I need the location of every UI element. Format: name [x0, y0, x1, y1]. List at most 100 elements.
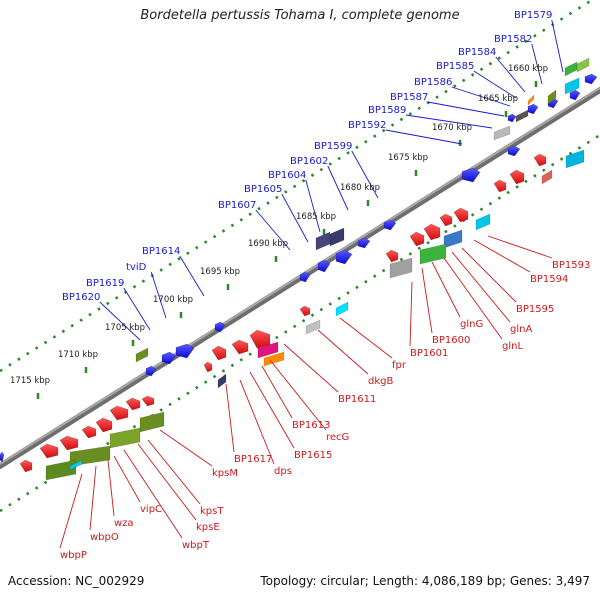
- reverse-gene-label: wbpO: [90, 532, 119, 543]
- forward-gene-label: BP1585: [436, 61, 474, 72]
- reverse-gene-arrow: [533, 153, 547, 167]
- reverse-leader-line: [461, 247, 517, 303]
- reverse-leader-line: [283, 343, 339, 393]
- reverse-leader-line: [269, 359, 327, 431]
- forward-gene-arrow: [214, 321, 226, 333]
- kbp-tick-label: 1680 kbp: [340, 183, 380, 193]
- forward-gene-arrow: [175, 343, 195, 359]
- reverse-gene-label: glnL: [502, 341, 523, 352]
- reverse-gene-arrow: [109, 405, 129, 421]
- forward-feature-box: [493, 125, 511, 141]
- forward-gene-label: BP1602: [290, 156, 328, 167]
- forward-leader-line: [385, 129, 463, 145]
- forward-gene-label: BP1587: [390, 92, 428, 103]
- reverse-gene-label: kpsM: [212, 468, 238, 479]
- forward-leader-line: [451, 86, 511, 107]
- forward-gene-arrow: [299, 271, 311, 283]
- forward-gene-label: BP1586: [414, 77, 452, 88]
- reverse-leader-line: [421, 267, 433, 334]
- reverse-gene-label: wbpP: [60, 550, 87, 561]
- forward-gene-arrow: [317, 259, 331, 273]
- forward-gene-arrow: [383, 219, 397, 231]
- kbp-tick-label: 1710 kbp: [58, 350, 98, 360]
- reverse-gene-label: BP1593: [552, 260, 590, 271]
- reverse-leader-line: [473, 239, 531, 273]
- genome-summary-text: Topology: circular; Length: 4,086,189 bp…: [260, 574, 590, 588]
- forward-gene-arrow: [161, 351, 177, 365]
- reverse-gene-arrow: [231, 339, 249, 355]
- reverse-gene-arrow: [493, 179, 507, 193]
- reverse-gene-arrow: [453, 207, 469, 223]
- reverse-leader-line: [451, 251, 511, 323]
- forward-gene-arrow: [0, 451, 5, 463]
- reverse-gene-label: BP1615: [294, 450, 332, 461]
- forward-feature-box: [135, 347, 149, 363]
- kbp-tick-label: 1700 kbp: [153, 295, 193, 305]
- kbp-tick-label: 1715 kbp: [10, 376, 50, 386]
- forward-feature-box: [515, 109, 529, 123]
- forward-gene-label: BP1619: [86, 278, 124, 289]
- reverse-feature-box: [419, 243, 447, 265]
- forward-gene-label: BP1589: [368, 105, 406, 116]
- reverse-leader-line: [487, 235, 553, 259]
- reverse-gene-label: fpr: [392, 360, 407, 371]
- reverse-feature-box: [69, 459, 83, 471]
- outer-ruler: [0, 0, 595, 373]
- reverse-gene-label: BP1601: [410, 348, 448, 359]
- forward-feature-box: [329, 227, 345, 247]
- reverse-gene-arrow: [19, 459, 33, 473]
- forward-leader-line: [351, 150, 379, 199]
- reverse-leader-line: [59, 473, 83, 549]
- reverse-gene-label: BP1613: [292, 420, 330, 431]
- forward-leader-line: [179, 255, 205, 297]
- kbp-tick-label: 1695 kbp: [200, 267, 240, 277]
- reverse-leader-line: [123, 449, 183, 539]
- reverse-gene-label: wbpT: [182, 540, 210, 551]
- reverse-gene-arrow: [95, 417, 113, 433]
- reverse-gene-arrow: [439, 213, 453, 227]
- reverse-leader-line: [147, 439, 201, 505]
- forward-leader-line: [405, 114, 493, 129]
- forward-gene-arrow: [357, 237, 371, 249]
- reverse-gene-arrow: [409, 231, 425, 247]
- map-title: Bordetella pertussis Tohama I, complete …: [140, 8, 460, 23]
- forward-feature-box: [564, 61, 578, 77]
- forward-gene-label: BP1599: [314, 141, 352, 152]
- reverse-gene-label: dkgB: [368, 376, 393, 387]
- reverse-leader-line: [239, 379, 275, 465]
- reverse-leader-line: [225, 383, 235, 453]
- forward-gene-arrow: [145, 365, 157, 377]
- forward-gene-label: BP1579: [514, 10, 552, 21]
- forward-gene-label: tviD: [126, 262, 147, 273]
- reverse-leader-line: [107, 459, 115, 517]
- forward-leader-line: [327, 165, 349, 211]
- reverse-feature-box: [45, 459, 77, 481]
- reverse-gene-label: glnA: [510, 324, 532, 335]
- forward-gene-label: BP1607: [218, 200, 256, 211]
- kbp-tick-label: 1665 kbp: [478, 94, 518, 104]
- forward-leader-line: [305, 179, 321, 233]
- reverse-leader-line: [431, 261, 461, 318]
- reverse-feature-box: [109, 427, 141, 449]
- reverse-gene-label: BP1594: [530, 274, 568, 285]
- reverse-gene-label: wza: [114, 518, 134, 529]
- reverse-feature-box: [389, 257, 413, 279]
- forward-gene-label: BP1620: [62, 292, 100, 303]
- reverse-gene-arrow: [141, 395, 155, 407]
- reverse-gene-arrow: [423, 223, 441, 241]
- accession-text: Accession: NC_002929: [8, 574, 145, 588]
- reverse-gene-arrow: [39, 443, 59, 459]
- reverse-gene-arrow: [385, 249, 399, 263]
- reverse-feature-box: [257, 341, 279, 359]
- forward-gene-arrow: [569, 89, 581, 101]
- reverse-gene-label: vipC: [140, 504, 162, 515]
- reverse-gene-arrow: [509, 169, 525, 185]
- reverse-leader-line: [137, 443, 197, 521]
- kbp-tick-label: 1685 kbp: [296, 212, 336, 222]
- reverse-gene-label: kpsT: [200, 506, 224, 517]
- forward-gene-label: BP1605: [244, 184, 282, 195]
- forward-leader-line: [123, 287, 151, 331]
- reverse-gene-label: BP1611: [338, 394, 376, 405]
- reverse-gene-label: recG: [326, 432, 349, 443]
- kbp-tick-label: 1675 kbp: [388, 153, 428, 163]
